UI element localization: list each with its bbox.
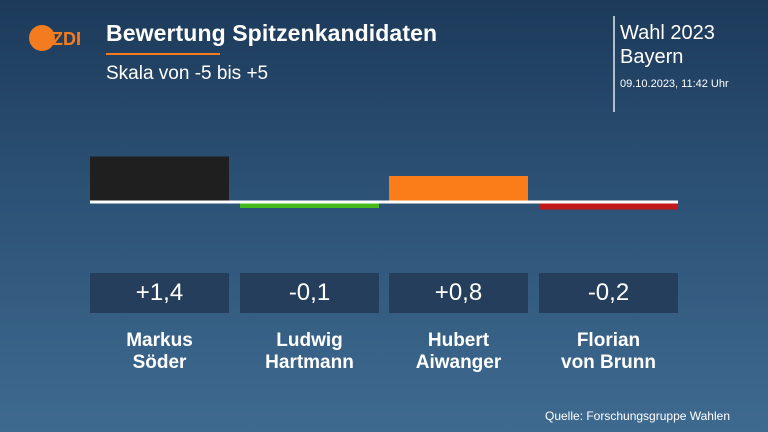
chart-title: Bewertung Spitzenkandidaten bbox=[106, 20, 438, 46]
chart-subtitle: Skala von -5 bis +5 bbox=[106, 63, 269, 84]
candidate-name-line-1: Hubert bbox=[427, 330, 490, 351]
candidate-name-line-2: Hartmann bbox=[265, 352, 354, 373]
election-region: Bayern bbox=[620, 46, 684, 68]
candidate-name-line-1: Florian bbox=[576, 330, 641, 351]
candidate-name-line-2: Söder bbox=[132, 352, 187, 373]
candidate-name-line-2: Aiwanger bbox=[415, 352, 502, 373]
value-label-3: +0,8 bbox=[389, 273, 528, 313]
candidate-name-4: Florian von Brunn bbox=[539, 330, 678, 374]
zdf-logo: ZDF bbox=[29, 25, 80, 51]
timestamp: 09.10.2023, 11:42 Uhr bbox=[620, 78, 729, 90]
bar-2 bbox=[240, 203, 379, 208]
value-label-2: -0,1 bbox=[240, 273, 379, 313]
source-note: Quelle: Forschungsgruppe Wahlen bbox=[545, 409, 730, 423]
candidate-name-2: Ludwig Hartmann bbox=[240, 330, 379, 374]
candidate-name-line-2: von Brunn bbox=[561, 352, 656, 373]
logo-wordmark: ZDF bbox=[52, 29, 80, 49]
bar-3 bbox=[389, 176, 528, 202]
bar-1 bbox=[90, 156, 229, 202]
candidate-name-line-1: Ludwig bbox=[276, 330, 343, 351]
election-title: Wahl 2023 bbox=[620, 22, 715, 44]
candidate-name-line-1: Markus bbox=[126, 330, 193, 351]
candidate-name-3: Hubert Aiwanger bbox=[389, 330, 528, 374]
candidate-name-1: Markus Söder bbox=[90, 330, 229, 374]
title-underline bbox=[106, 53, 220, 55]
value-label-4: -0,2 bbox=[539, 273, 678, 313]
header-divider bbox=[613, 16, 615, 112]
value-label-1: +1,4 bbox=[90, 273, 229, 313]
bar-4 bbox=[539, 203, 678, 210]
